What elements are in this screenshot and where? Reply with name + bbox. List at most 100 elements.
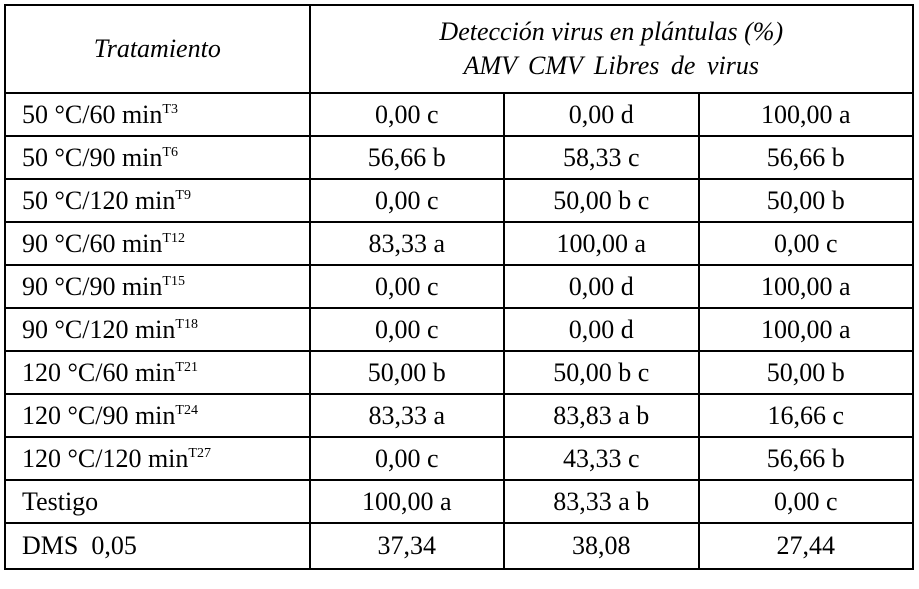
treatment-superscript: T18 bbox=[175, 316, 198, 332]
value-text: 0,00 c bbox=[774, 228, 838, 258]
value-text: 50,00 b c bbox=[553, 357, 650, 387]
value-text: 50,00 b bbox=[367, 357, 446, 387]
table-row: 120 °C/90 minT24 83,33 a 83,83 a b 16,66 c bbox=[4, 393, 915, 438]
value-text: 100,00 a bbox=[761, 271, 851, 301]
value-text: 56,66 b bbox=[367, 142, 446, 172]
value-text: 50,00 b c bbox=[553, 185, 650, 215]
treatment-superscript: T21 bbox=[175, 359, 198, 375]
treatment-text: 50 °C/90 min bbox=[22, 142, 163, 172]
value-text: 83,33 a b bbox=[553, 486, 650, 516]
value-cell: 56,66 b bbox=[308, 135, 506, 180]
value-text: 38,08 bbox=[572, 531, 631, 560]
value-text: 27,44 bbox=[776, 531, 836, 560]
table-row: 50 °C/60 minT3 0,00 c 0,00 d 100,00 a bbox=[4, 92, 915, 137]
value-text: 37,34 bbox=[377, 531, 437, 560]
value-text: 100,00 a bbox=[362, 486, 452, 516]
value-cell: 16,66 c bbox=[697, 393, 915, 438]
value-text: 16,66 c bbox=[767, 400, 845, 430]
value-text: 0,00 d bbox=[568, 271, 634, 301]
treatment-text: 120 °C/60 min bbox=[22, 357, 176, 387]
value-text: 0,00 c bbox=[375, 314, 439, 344]
header-subtitle: AMV CMV Libres de virus bbox=[463, 51, 759, 80]
value-cell: 56,66 b bbox=[697, 135, 915, 180]
value-cell: 56,66 b bbox=[697, 436, 915, 481]
value-text: 43,33 c bbox=[563, 443, 640, 473]
treatment-superscript: T6 bbox=[162, 144, 178, 160]
value-cell: 0,00 c bbox=[697, 221, 915, 266]
header-title: Detección virus en plántulas (%) bbox=[439, 17, 784, 46]
value-cell: 83,83 a b bbox=[503, 393, 700, 438]
value-cell: 0,00 c bbox=[308, 264, 506, 309]
value-cell: 50,00 b bbox=[697, 350, 915, 395]
treatment-text: 90 °C/90 min bbox=[22, 271, 163, 301]
value-cell: 50,00 b bbox=[308, 350, 506, 395]
value-cell: 100,00 a bbox=[697, 264, 915, 309]
treatment-text: 120 °C/90 min bbox=[22, 400, 176, 430]
value-cell: 0,00 c bbox=[308, 92, 506, 137]
value-text: 50,00 b bbox=[766, 357, 845, 387]
value-cell: 0,00 c bbox=[308, 307, 506, 352]
value-cell: 83,33 a b bbox=[503, 479, 700, 524]
value-cell: 43,33 c bbox=[503, 436, 700, 481]
table-row: DMS 0,05 37,34 38,08 27,44 bbox=[4, 522, 915, 570]
value-cell: 100,00 a bbox=[697, 92, 915, 137]
value-text: 83,33 a bbox=[368, 228, 446, 258]
value-text: 0,00 c bbox=[375, 271, 439, 301]
value-text: 83,33 a bbox=[368, 400, 446, 430]
treatment-superscript: T15 bbox=[162, 273, 185, 289]
value-text: 0,00 c bbox=[375, 99, 439, 129]
value-cell: 37,34 bbox=[308, 522, 506, 570]
treatment-cell: 120 °C/90 minT24 bbox=[4, 393, 311, 438]
value-text: 0,00 c bbox=[774, 486, 838, 516]
value-text: 0,00 d bbox=[568, 99, 634, 129]
table-row: 50 °C/90 minT6 56,66 b 58,33 c 56,66 b bbox=[4, 135, 915, 180]
data-table: Tratamiento Detección virus en plántulas… bbox=[4, 4, 915, 570]
value-cell: 0,00 c bbox=[308, 436, 506, 481]
value-text: 0,00 d bbox=[568, 314, 634, 344]
value-text: 0,00 c bbox=[375, 185, 439, 215]
treatment-text: 90 °C/120 min bbox=[22, 314, 176, 344]
header-cell: Tratamiento bbox=[4, 4, 311, 94]
value-cell: 0,00 d bbox=[503, 307, 700, 352]
value-cell: 83,33 a bbox=[308, 393, 506, 438]
value-cell: 100,00 a bbox=[697, 307, 915, 352]
treatment-text: 90 °C/60 min bbox=[22, 228, 163, 258]
value-text: 100,00 a bbox=[761, 99, 851, 129]
treatment-superscript: T9 bbox=[175, 187, 191, 203]
value-cell: 83,33 a bbox=[308, 221, 506, 266]
table-row: 90 °C/60 minT12 83,33 a 100,00 a 0,00 c bbox=[4, 221, 915, 266]
value-cell: 0,00 c bbox=[697, 479, 915, 524]
value-cell: 100,00 a bbox=[503, 221, 700, 266]
value-cell: 50,00 b c bbox=[503, 178, 700, 223]
treatment-superscript: T27 bbox=[188, 445, 211, 461]
value-cell: 50,00 b c bbox=[503, 350, 700, 395]
treatment-text: DMS 0,05 bbox=[22, 531, 137, 560]
table-row: 120 °C/120 minT27 0,00 c 43,33 c 56,66 b bbox=[4, 436, 915, 481]
table-row: 120 °C/60 minT21 50,00 b 50,00 b c 50,00 b bbox=[4, 350, 915, 395]
value-cell: 27,44 bbox=[697, 522, 915, 570]
treatment-cell: 50 °C/60 minT3 bbox=[4, 92, 311, 137]
treatment-cell: 50 °C/120 minT9 bbox=[4, 178, 311, 223]
treatment-cell: 90 °C/120 minT18 bbox=[4, 307, 311, 352]
treatment-text: 120 °C/120 min bbox=[22, 443, 189, 473]
treatment-text: 50 °C/120 min bbox=[22, 185, 176, 215]
value-text: 100,00 a bbox=[761, 314, 851, 344]
value-text: 83,83 a b bbox=[553, 400, 650, 430]
header-cell: Detección virus en plántulas (%) AMV CMV… bbox=[308, 4, 915, 94]
header-row: Tratamiento Detección virus en plántulas… bbox=[4, 4, 915, 94]
value-cell: 0,00 d bbox=[503, 264, 700, 309]
value-text: 56,66 b bbox=[766, 142, 845, 172]
value-cell: 58,33 c bbox=[503, 135, 700, 180]
value-text: 100,00 a bbox=[556, 228, 647, 258]
table-body: Tratamiento Detección virus en plántulas… bbox=[4, 4, 915, 570]
table-row: 50 °C/120 minT9 0,00 c 50,00 b c 50,00 b bbox=[4, 178, 915, 223]
value-cell: 38,08 bbox=[503, 522, 700, 570]
value-cell: 100,00 a bbox=[308, 479, 506, 524]
treatment-cell: 120 °C/60 minT21 bbox=[4, 350, 311, 395]
table-row: 90 °C/90 minT15 0,00 c 0,00 d 100,00 a bbox=[4, 264, 915, 309]
treatment-cell: Testigo bbox=[4, 479, 311, 524]
value-cell: 50,00 b bbox=[697, 178, 915, 223]
treatment-cell: 90 °C/60 minT12 bbox=[4, 221, 311, 266]
table-row: 90 °C/120 minT18 0,00 c 0,00 d 100,00 a bbox=[4, 307, 915, 352]
